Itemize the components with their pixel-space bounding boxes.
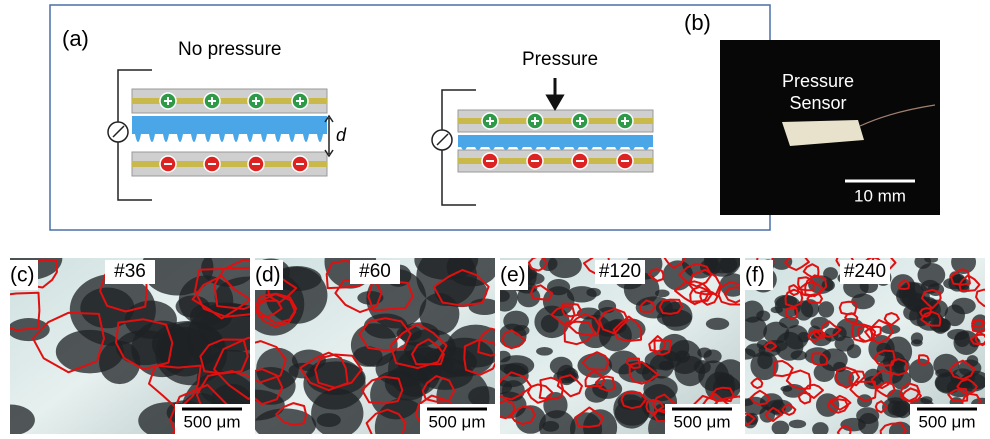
panel-label: (d) (255, 264, 281, 287)
pore-shadow (447, 325, 504, 368)
micrograph: (d) #60 500 μm (226, 235, 507, 434)
pore-shadow (771, 306, 783, 313)
pore-shadow (909, 359, 934, 383)
pore-shadow (818, 301, 834, 317)
force-arrow (548, 78, 562, 108)
sample-label: #120 (599, 261, 641, 282)
scale-bar-label: 500 μm (183, 412, 240, 431)
gap-symbol: d (336, 125, 347, 145)
pore-shadow (935, 369, 950, 378)
pore-shadow (914, 255, 931, 269)
pore-shadow (469, 298, 501, 315)
micrograph: (c) #36 500 μm (0, 237, 291, 434)
pore-shadow (317, 413, 341, 427)
pore-shadow (911, 332, 923, 344)
pore-shadow (741, 300, 764, 322)
pore-shadow (550, 357, 573, 375)
pore-shadow (892, 401, 908, 417)
micrograph: (f) #240 500 μm (736, 250, 990, 434)
diagram-title: No pressure (178, 39, 282, 60)
dielectric (132, 116, 327, 142)
photo-caption: Pressure (782, 71, 854, 91)
figure: (a) No pressure Pressure ε d (b) Pressur… (0, 0, 990, 434)
pore-shadow (499, 355, 534, 376)
panel-label: (b) (684, 10, 711, 35)
panel-label: (e) (500, 264, 526, 287)
panel-label: (a) (62, 26, 89, 51)
scale-bar-label: 500 μm (428, 412, 485, 431)
pore-shadow (953, 330, 979, 355)
pore-shadow (791, 350, 807, 360)
sample-label: #240 (844, 261, 886, 282)
pore-shadow (635, 363, 650, 374)
dielectric (458, 135, 653, 150)
pore-shadow (567, 286, 597, 302)
pore-shadow (542, 421, 559, 432)
pore-shadow (609, 350, 639, 374)
scale-bar-label: 500 μm (673, 412, 730, 431)
pore-shadow (763, 322, 789, 344)
pore-shadow (536, 347, 553, 356)
pore-shadow (847, 344, 861, 358)
scale-bar-label: 500 μm (918, 412, 975, 431)
page: {"panel_a": {"label": "(a)", "left_title… (0, 0, 990, 439)
pore-shadow (789, 420, 806, 429)
pore-shadow (503, 311, 529, 332)
pore-shadow (920, 396, 932, 404)
pore-shadow (548, 252, 582, 278)
scale-bar-label: 10 mm (854, 186, 906, 205)
pore-shadow (899, 282, 924, 307)
panel-label: (f) (745, 264, 765, 287)
sample-label: #36 (114, 261, 146, 282)
pore-shadow (414, 240, 478, 280)
pore-shadow (99, 341, 140, 385)
pore-shadow (694, 360, 711, 374)
diagram-title: Pressure (522, 49, 598, 70)
panel-label: (c) (10, 264, 35, 287)
pore-shadow (543, 392, 567, 418)
pore-shadow (706, 318, 729, 330)
pore-shadow (720, 256, 738, 274)
pore-shadow (491, 392, 526, 419)
sample-label: #60 (359, 261, 391, 282)
photo-caption: Sensor (789, 93, 846, 113)
micrograph: (e) #120 500 μm (488, 243, 748, 434)
